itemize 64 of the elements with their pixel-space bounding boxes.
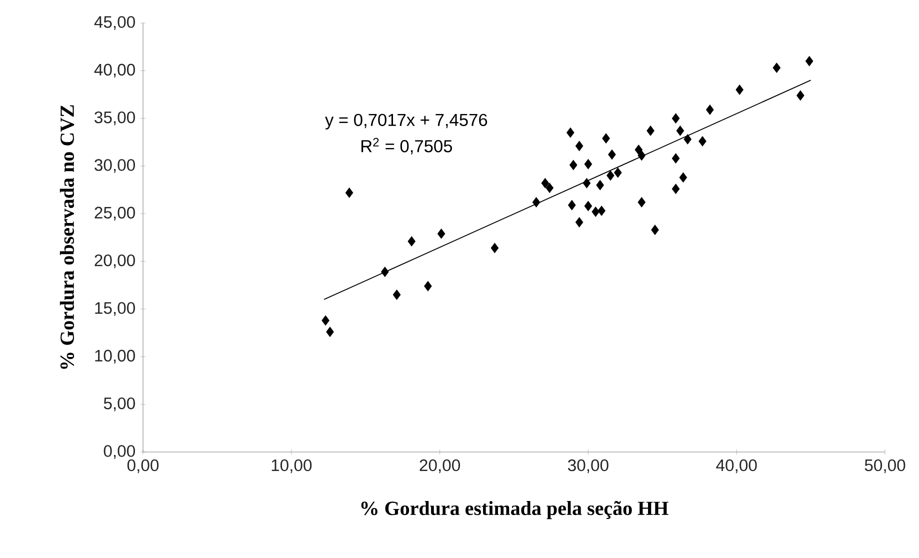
y-tick-label: 25,00 xyxy=(94,206,135,221)
x-tick-label: 10,00 xyxy=(272,459,312,474)
point xyxy=(608,149,616,160)
point xyxy=(532,197,540,208)
y-tick-label: 20,00 xyxy=(94,254,135,268)
point xyxy=(575,140,584,152)
y-tick-label: 0,00 xyxy=(104,445,135,459)
point xyxy=(322,315,330,326)
point xyxy=(634,144,643,155)
x-axis-title: % Gordura estimada pela seção HH xyxy=(361,500,668,520)
point xyxy=(598,206,606,216)
point xyxy=(381,266,389,277)
point xyxy=(592,206,600,217)
point xyxy=(676,126,684,136)
point xyxy=(437,228,446,239)
point xyxy=(541,178,550,188)
point xyxy=(582,178,591,188)
point xyxy=(345,188,354,198)
point xyxy=(568,200,576,210)
point xyxy=(698,136,706,146)
point xyxy=(805,56,814,66)
point xyxy=(408,236,416,246)
point xyxy=(679,172,688,183)
point xyxy=(736,84,744,95)
x-tick-label: 30,00 xyxy=(568,459,608,474)
point xyxy=(546,182,554,193)
annotation: y = 0,7017x + 7,4576 xyxy=(325,114,488,130)
point xyxy=(614,168,622,178)
point xyxy=(672,153,680,164)
point xyxy=(772,62,781,73)
x-tick-label: 40,00 xyxy=(716,459,757,474)
point xyxy=(569,160,578,170)
point xyxy=(606,170,614,181)
y-tick-label: 15,00 xyxy=(95,302,135,316)
x-tick-label: 0,00 xyxy=(127,459,159,474)
point xyxy=(706,104,714,115)
point xyxy=(646,126,654,136)
x-tick-label: 50,00 xyxy=(864,459,906,474)
x-tick-label: 20,00 xyxy=(420,459,460,474)
point xyxy=(638,197,646,208)
y-tick-label: 40,00 xyxy=(94,64,135,78)
y-tick-label: 35,00 xyxy=(94,111,135,126)
point xyxy=(392,290,401,300)
point xyxy=(326,326,334,337)
y-tick-label: 5,00 xyxy=(104,397,135,412)
annotation: R$^{2}$ = 0,7505 xyxy=(361,138,452,154)
point xyxy=(575,217,584,228)
point xyxy=(584,200,592,212)
point xyxy=(638,150,646,161)
y-tick-label: 30,00 xyxy=(94,159,135,173)
point xyxy=(584,159,592,170)
point xyxy=(672,113,680,124)
point xyxy=(566,128,574,138)
point xyxy=(651,224,659,235)
y-axis-title: % Gordura observada no CVZ xyxy=(60,105,74,369)
point xyxy=(672,184,680,194)
y-tick-label: 10,00 xyxy=(95,350,135,364)
point xyxy=(684,134,692,144)
y-tick-label: 45,00 xyxy=(94,16,135,30)
point xyxy=(596,180,604,190)
point xyxy=(424,281,432,292)
point xyxy=(796,90,804,101)
point xyxy=(602,133,610,144)
point xyxy=(490,242,499,254)
